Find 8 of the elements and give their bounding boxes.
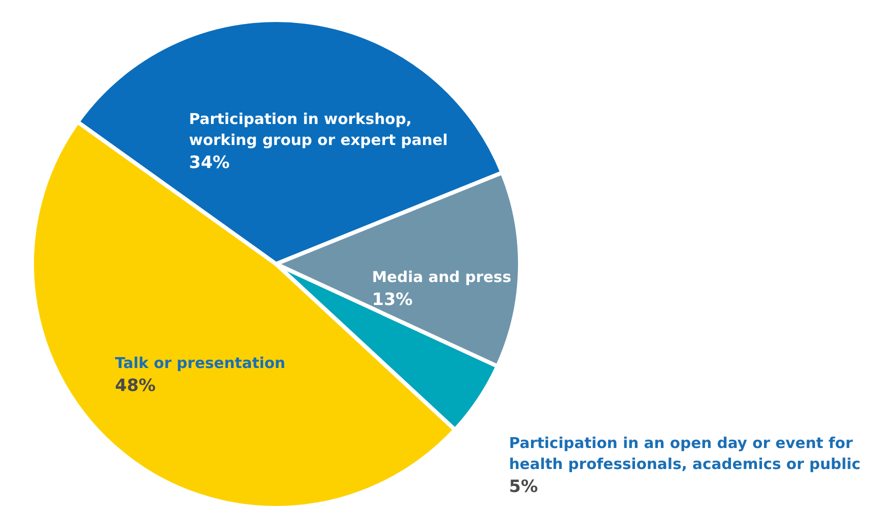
data-label: 13% bbox=[372, 290, 413, 310]
data-label: 48% bbox=[115, 376, 156, 396]
data-label: 34% bbox=[189, 153, 230, 173]
slice-label: Talk or presentation bbox=[115, 354, 286, 372]
slice-label: Participation in workshop, working group or expert panel bbox=[189, 110, 448, 149]
data-label: 5% bbox=[509, 477, 538, 497]
slice-label: Media and press bbox=[372, 268, 512, 286]
slice-label: Participation in an open day or event for health professionals, academics or public bbox=[509, 434, 861, 473]
